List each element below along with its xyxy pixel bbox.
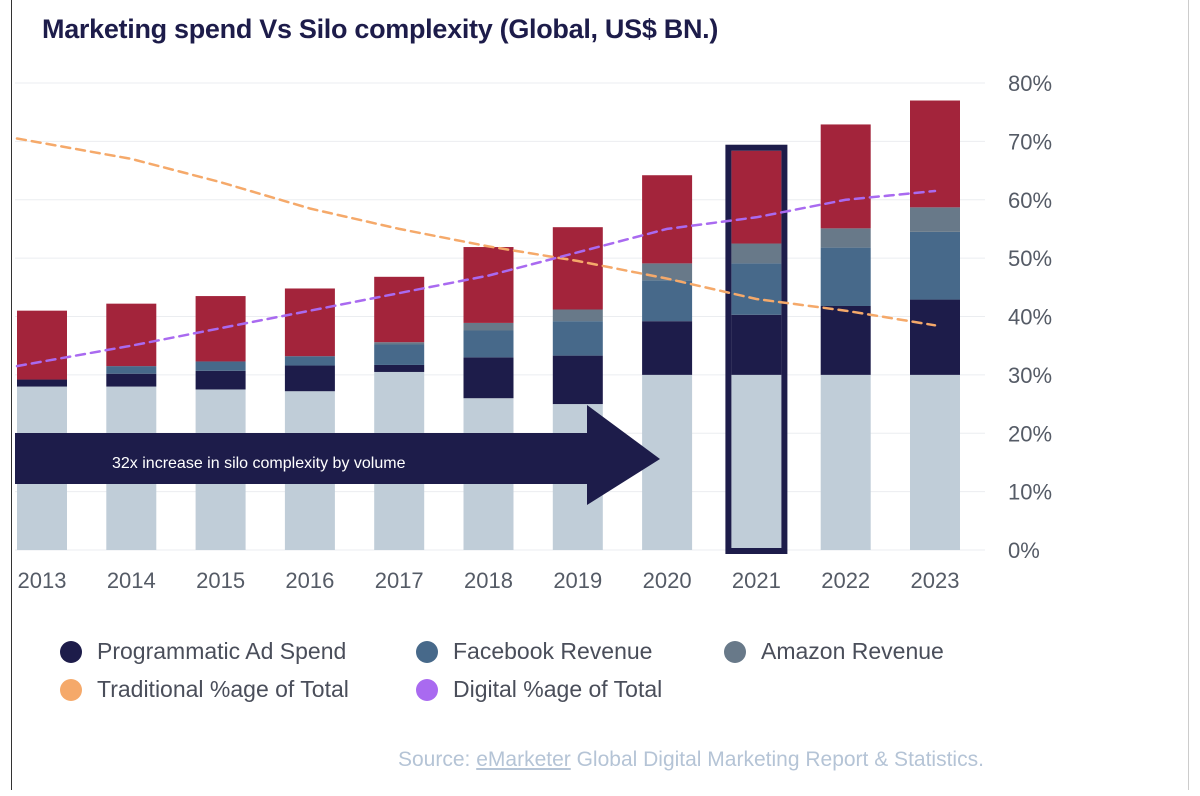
bar-segment-programmatic [284, 365, 335, 392]
bar-segment-facebook [642, 280, 693, 322]
legend-label: Traditional %age of Total [97, 676, 349, 702]
bar-segment-amazon [463, 322, 514, 331]
y-tick-label: 60% [1008, 188, 1052, 213]
legend-swatch [416, 640, 438, 663]
x-tick-label: 2013 [18, 568, 67, 593]
x-tick-label: 2020 [643, 568, 692, 593]
bar-segment-facebook [195, 361, 246, 371]
bar-segment-amazon [910, 207, 960, 232]
bar-segment-other [463, 247, 514, 323]
y-tick-label: 70% [1008, 129, 1052, 154]
y-tick-label: 80% [1008, 71, 1052, 96]
bar-segment-other [820, 124, 871, 229]
bar-segment-amazon [552, 309, 603, 322]
bar-segment-programmatic [17, 379, 67, 387]
x-tick-label: 2019 [553, 568, 602, 593]
x-tick-label: 2015 [196, 568, 245, 593]
x-tick-label: 2021 [732, 568, 781, 593]
x-tick-label: 2014 [107, 568, 156, 593]
bar-segment-facebook [463, 330, 514, 358]
legend-swatch [724, 640, 746, 663]
x-tick-label: 2018 [464, 568, 513, 593]
bar-segment-other [284, 288, 335, 357]
y-tick-label: 10% [1008, 480, 1052, 505]
bar-segment-other [731, 150, 782, 244]
source-link[interactable]: eMarketer [476, 748, 571, 771]
bar-segment-facebook [284, 356, 335, 366]
bar-segment-programmatic [195, 370, 246, 390]
x-tick-label: 2022 [821, 568, 870, 593]
bar-segment-base [731, 374, 782, 550]
source-prefix: Source: [398, 748, 477, 771]
legend-label: Amazon Revenue [761, 638, 944, 664]
legend-label: Facebook Revenue [453, 638, 653, 664]
bar-segment-base [820, 374, 871, 550]
bar-segment-base [910, 374, 960, 550]
legend-swatch [60, 640, 82, 663]
source-suffix: Global Digital Marketing Report & Statis… [570, 748, 984, 771]
legend-item: Digital %age of Total [416, 676, 662, 703]
bar-segment-facebook [731, 263, 782, 315]
digital-line [15, 189, 937, 368]
x-tick-label: 2017 [375, 568, 424, 593]
bar-segment-amazon [820, 228, 871, 248]
bar-segment-programmatic [642, 321, 693, 375]
bar-segment-other [106, 303, 157, 367]
bar-segment-other [552, 227, 603, 310]
bar-segment-facebook [820, 247, 871, 306]
legend-label: Digital %age of Total [453, 676, 663, 702]
y-tick-label: 30% [1008, 363, 1052, 388]
bar-segment-programmatic [731, 314, 782, 375]
chart-legend: Programmatic Ad Spend Facebook Revenue Ama… [60, 638, 1060, 718]
legend-item: Amazon Revenue [724, 638, 944, 665]
source-note: Source: eMarketer Global Digital Marketi… [398, 748, 984, 772]
x-tick-label: 2023 [911, 568, 960, 593]
chart-title: Marketing spend Vs Silo complexity (Glob… [42, 14, 719, 44]
silo-complexity-arrow [15, 405, 660, 505]
y-tick-label: 20% [1008, 421, 1052, 446]
bar-segment-facebook [374, 344, 425, 365]
bar-segment-programmatic [463, 357, 514, 399]
legend-item: Facebook Revenue [416, 638, 652, 665]
bar-segment-facebook [552, 321, 603, 356]
legend-swatch [416, 678, 438, 701]
x-tick-label: 2016 [285, 568, 334, 593]
highlight-box-2021 [725, 144, 788, 554]
frame-right-border [1188, 0, 1189, 790]
legend-item: Programmatic Ad Spend [60, 638, 346, 665]
bar-segment-other [195, 296, 246, 362]
bar-segment-programmatic [910, 299, 960, 375]
bar-segment-amazon [731, 243, 782, 264]
bar-segment-amazon [374, 342, 425, 345]
bar-segment-programmatic [820, 305, 871, 375]
frame-left-border [11, 0, 12, 790]
bar-segment-other [374, 276, 425, 343]
y-tick-label: 0% [1008, 538, 1040, 563]
y-tick-label: 40% [1008, 305, 1052, 330]
legend-swatch [60, 678, 82, 701]
bar-segment-other [642, 175, 693, 264]
bar-segment-programmatic [552, 355, 603, 405]
traditional-line [15, 137, 937, 327]
arrow-label: 32x increase in silo complexity by volum… [112, 455, 406, 472]
bar-segment-other [910, 100, 960, 208]
y-tick-label: 50% [1008, 246, 1052, 271]
bar-segment-facebook [106, 366, 157, 374]
bar-segment-programmatic [106, 373, 157, 387]
bar-segment-facebook [910, 231, 960, 300]
legend-item: Traditional %age of Total [60, 676, 349, 703]
legend-label: Programmatic Ad Spend [97, 638, 347, 664]
bar-segment-programmatic [374, 364, 425, 372]
bar-segment-other [17, 310, 67, 380]
